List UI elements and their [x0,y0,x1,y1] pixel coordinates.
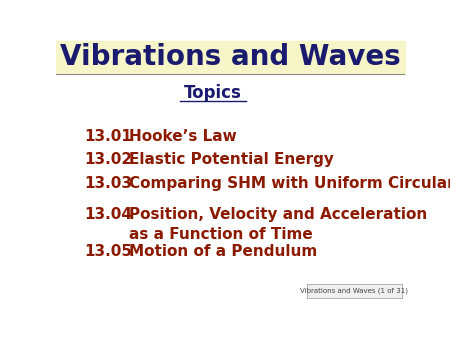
Text: Comparing SHM with Uniform Circular Motion: Comparing SHM with Uniform Circular Moti… [130,176,450,191]
Text: 13.01: 13.01 [84,129,132,144]
Text: 13.05: 13.05 [84,244,132,259]
Text: Motion of a Pendulum: Motion of a Pendulum [130,244,318,259]
Text: Vibrations and Waves: Vibrations and Waves [60,44,401,71]
Text: Hooke’s Law: Hooke’s Law [130,129,237,144]
Text: Position, Velocity and Acceleration
as a Function of Time: Position, Velocity and Acceleration as a… [130,207,428,242]
Text: Topics: Topics [184,83,242,102]
Text: 13.02: 13.02 [84,152,132,167]
Bar [56,41,405,74]
Text: Elastic Potential Energy: Elastic Potential Energy [130,152,334,167]
Text: 13.04: 13.04 [84,207,132,222]
Text: 13.03: 13.03 [84,176,132,191]
